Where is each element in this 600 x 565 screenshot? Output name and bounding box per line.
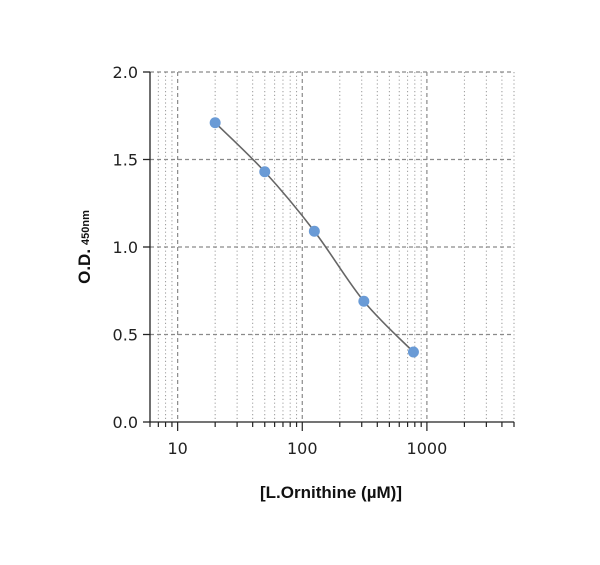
data-point [358, 295, 370, 307]
y-axis-title-subscript: 450nm [80, 210, 92, 245]
y-tick-label: 0.0 [113, 413, 138, 432]
data-point [259, 166, 271, 178]
y-axis-title: O.D. 450nm [75, 210, 94, 284]
x-axis-title: [L.Ornithine (µM)] [260, 483, 402, 502]
grid [149, 71, 515, 422]
y-tick-label: 2.0 [113, 63, 138, 82]
y-tick-label: 1.0 [113, 238, 138, 257]
y-tick-label: 1.5 [113, 151, 138, 170]
axes [143, 71, 515, 431]
x-tick-label: 1000 [407, 439, 448, 458]
data-points [209, 117, 419, 358]
y-axis-title-main: O.D. [75, 249, 94, 284]
x-tick-labels: 10 100 1000 [167, 439, 447, 458]
data-point [407, 346, 419, 358]
fit-curve [214, 122, 415, 353]
x-tick-label: 100 [287, 439, 318, 458]
data-point [209, 117, 221, 129]
x-tick-label: 10 [167, 439, 187, 458]
y-tick-label: 0.5 [113, 326, 138, 345]
y-tick-labels: 0.0 0.5 1.0 1.5 2.0 [113, 63, 138, 432]
data-point [308, 225, 320, 237]
